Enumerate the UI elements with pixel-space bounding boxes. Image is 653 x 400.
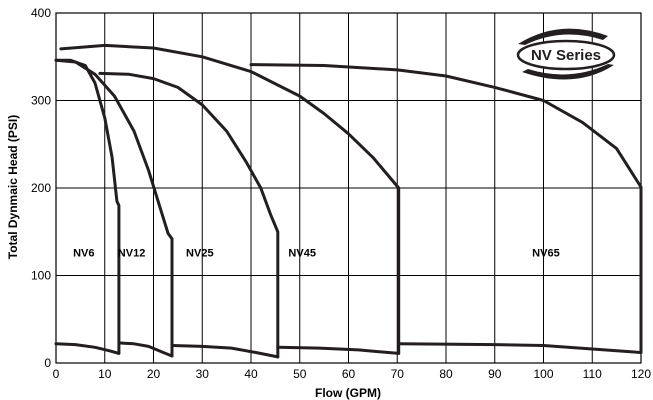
pump-curve-upper-3 xyxy=(59,43,401,355)
badge-text: NV Series xyxy=(531,47,601,64)
model-label: NV45 xyxy=(288,247,316,259)
x-tick-label: 0 xyxy=(53,367,60,381)
tick-labels: 0 20 40 60 80 100 120 10 30 50 70 90 110 0 100 200 300 40… xyxy=(31,6,651,381)
x-tick-label: 90 xyxy=(488,367,502,381)
pump-curve-lower-4 xyxy=(397,342,643,354)
x-axis-title: Flow (GPM) xyxy=(315,386,381,400)
y-tick-label: 200 xyxy=(31,181,51,195)
x-tick-label: 80 xyxy=(439,367,453,381)
x-tick-label: 110 xyxy=(583,367,602,381)
x-tick-label: 20 xyxy=(147,367,161,381)
x-tick-label: 30 xyxy=(196,367,210,381)
x-tick-label: 50 xyxy=(293,367,307,381)
y-tick-label: 100 xyxy=(31,269,51,283)
badge-swoosh-top xyxy=(518,28,608,45)
model-label: NV65 xyxy=(532,247,560,259)
pump-curve-lower-3 xyxy=(276,345,401,355)
x-tick-label: 70 xyxy=(391,367,405,381)
badge-ellipse xyxy=(516,39,616,71)
model-labels: NV6 NV12 NV25 NV45 NV65 xyxy=(73,247,560,259)
pump-curve-upper-0 xyxy=(54,58,121,355)
badge-swoosh-bottom xyxy=(522,64,614,80)
nv-series-badge: NV Series xyxy=(516,28,616,80)
model-label: NV25 xyxy=(186,247,214,259)
x-tick-label: 10 xyxy=(98,367,112,381)
model-label: NV6 xyxy=(73,247,94,259)
x-tick-label: 40 xyxy=(244,367,258,381)
pump-curves xyxy=(54,43,643,359)
y-tick-label: 400 xyxy=(31,6,51,20)
x-tick-label: 120 xyxy=(631,367,651,381)
x-tick-label: 60 xyxy=(342,367,356,381)
model-label: NV12 xyxy=(118,247,146,259)
pump-curve-upper-4 xyxy=(249,63,643,354)
y-tick-label: 0 xyxy=(44,356,51,370)
y-axis-title: Total Dynmaic Head (PSI) xyxy=(6,115,20,259)
pump-curve-lower-2 xyxy=(170,344,280,359)
x-tick-label: 100 xyxy=(533,367,553,381)
pump-curve-lower-0 xyxy=(54,342,121,355)
pump-curve-upper-1 xyxy=(54,58,174,358)
pump-curve-lower-1 xyxy=(117,341,174,358)
pump-curve-upper-2 xyxy=(98,71,280,359)
y-tick-label: 300 xyxy=(31,94,51,108)
